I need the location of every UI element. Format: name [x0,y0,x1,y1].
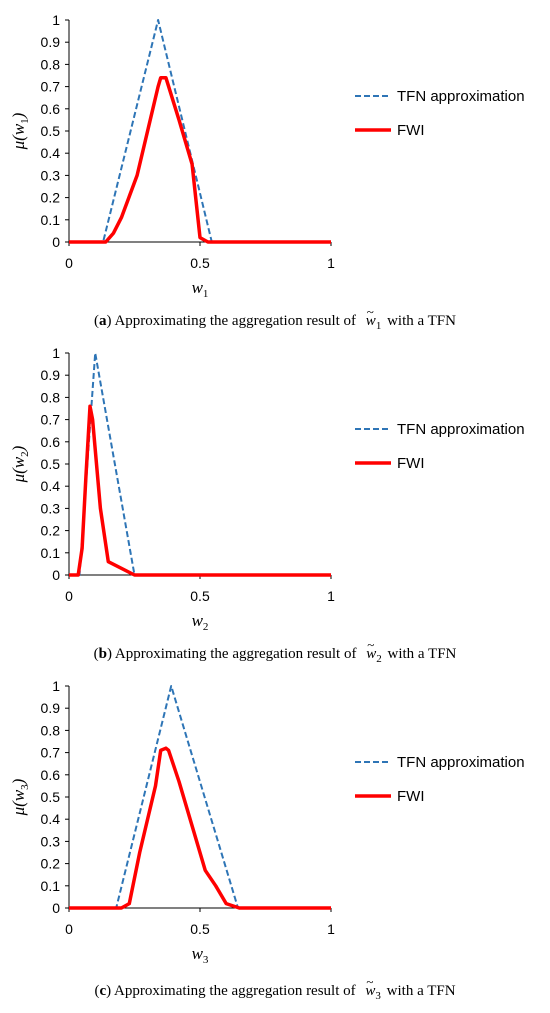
y-tick-label: 0.4 [41,145,61,161]
x-tick-label: 0 [65,921,73,937]
y-tick-label: 0.6 [41,434,61,450]
chart-a: 0 0.1 0.2 0.3 0.4 0.5 0.6 0.7 0.8 0.9 1 0 0.5 1 TFN ap… [9,12,525,300]
y-tick-label: 0 [52,900,60,916]
fwi-line [69,75,331,244]
y-tick-label: 0.7 [41,79,61,95]
y-tick-label: 0.2 [41,190,61,206]
y-tick-label: 0.8 [41,722,61,738]
y-tick-label: 0.1 [41,212,61,228]
chart-panel-b: 0 0.1 0.2 0.3 0.4 0.5 0.6 0.7 0.8 0.9 1 0 0.5 1 TFN ap… [0,333,550,666]
legend-label: TFN approximation [397,754,525,771]
y-tick-label: 0 [52,234,60,250]
y-tick-label: 0.5 [41,123,61,139]
y-tick-label: 0.1 [41,878,61,894]
y-axis-title: μ(w1) [9,112,31,150]
y-tick-label: 0.6 [41,101,61,117]
y-tick-label: 0.4 [41,811,61,827]
y-axis-title: μ(w2) [9,445,31,483]
chart-c: 0 0.1 0.2 0.3 0.4 0.5 0.6 0.7 0.8 0.9 1 0 0.5 1 TFN ap… [9,678,525,966]
tfn-approximation-line [69,19,331,243]
legend-label: FWI [397,122,425,139]
y-tick-label: 1 [52,12,60,28]
y-tick-label: 0.6 [41,767,61,783]
caption-tail: with a TFN [382,983,456,999]
legend-label: FWI [397,455,425,472]
y-tick-label: 0 [52,567,60,583]
x-axis-title: w1 [192,278,209,300]
fwi-line [69,404,331,577]
legend-label: TFN approximation [397,88,525,105]
caption-tail: with a TFN [383,313,456,329]
caption-text: Approximating the aggregation result of [111,646,361,662]
x-tick-label: 0.5 [190,588,210,604]
caption-tag: (c) [94,983,112,999]
y-tick-label: 0.2 [41,856,61,872]
y-tick-label: 0.8 [41,389,61,405]
y-tick-label: 0.7 [41,745,61,761]
y-tick-label: 1 [52,678,60,694]
y-tick-label: 0.8 [41,56,61,72]
y-tick-label: 0.9 [41,34,61,50]
caption-symbol: ~ w3 [365,974,381,1002]
y-tick-label: 0.3 [41,833,61,849]
chart-panel-c: 0 0.1 0.2 0.3 0.4 0.5 0.6 0.7 0.8 0.9 1 0 0.5 1 TFN ap… [0,666,550,1002]
tfn-approximation-line [69,685,331,909]
y-tick-label: 0.3 [41,500,61,516]
caption-symbol: ~ w1 [365,304,382,332]
caption-b: (b) Approximating the aggregation result… [0,637,550,665]
y-tick-label: 1 [52,345,60,361]
x-tick-label: 0.5 [190,255,210,271]
y-tick-label: 0.7 [41,412,61,428]
chart-b: 0 0.1 0.2 0.3 0.4 0.5 0.6 0.7 0.8 0.9 1 0 0.5 1 TFN ap… [9,345,525,633]
tfn-approximation-line [69,352,331,576]
y-tick-label: 0.1 [41,545,61,561]
chart-panel-a: 0 0.1 0.2 0.3 0.4 0.5 0.6 0.7 0.8 0.9 1 0 0.5 1 TFN ap… [0,0,550,333]
x-tick-label: 1 [327,588,335,604]
fwi-line [69,746,331,910]
x-tick-label: 1 [327,255,335,271]
caption-a: (a) Approximating the aggregation result… [0,304,550,332]
y-tick-label: 0.9 [41,700,61,716]
caption-tag: (b) [93,646,112,662]
caption-text: Approximating the aggregation result of [111,983,360,999]
y-tick-label: 0.4 [41,478,61,494]
legend-label: TFN approximation [397,421,525,438]
x-axis-title: w2 [192,611,209,633]
caption-tail: with a TFN [383,646,457,662]
x-tick-label: 0 [65,255,73,271]
legend-label: FWI [397,788,425,805]
y-tick-label: 0.2 [41,523,61,539]
x-tick-label: 0.5 [190,921,210,937]
y-axis-title: μ(w3) [9,778,31,816]
y-tick-label: 0.3 [41,167,61,183]
caption-text: Approximating the aggregation result of [111,313,360,329]
caption-c: (c) Approximating the aggregation result… [0,974,550,1002]
y-tick-label: 0.5 [41,789,61,805]
y-tick-label: 0.9 [41,367,61,383]
y-tick-label: 0.5 [41,456,61,472]
caption-tag: (a) [94,313,112,329]
x-axis-title: w3 [192,944,209,966]
caption-symbol: ~ w2 [366,637,382,665]
x-tick-label: 0 [65,588,73,604]
x-tick-label: 1 [327,921,335,937]
